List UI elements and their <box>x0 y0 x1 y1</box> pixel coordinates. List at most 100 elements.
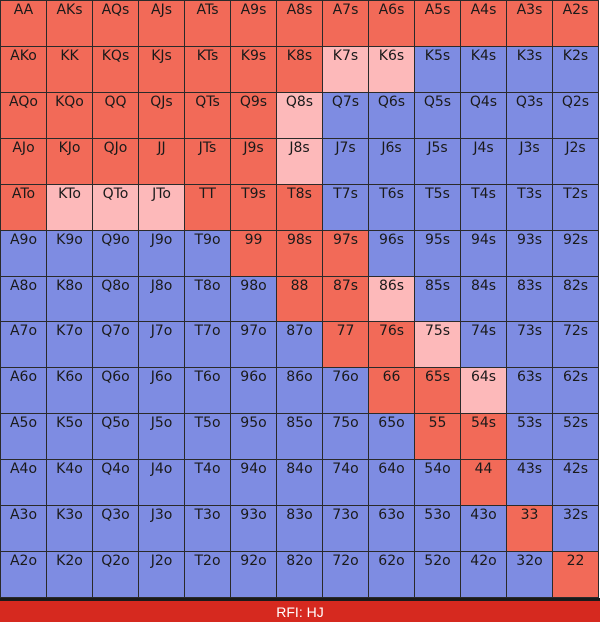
hand-cell[interactable]: 53o <box>415 506 461 553</box>
hand-cell[interactable]: 93s <box>507 230 553 277</box>
hand-cell[interactable]: K9o <box>47 230 93 277</box>
hand-cell[interactable]: JTs <box>185 138 231 185</box>
hand-cell[interactable]: 72o <box>323 552 369 598</box>
hand-cell[interactable]: 83o <box>277 506 323 553</box>
hand-cell[interactable]: 53s <box>507 414 553 461</box>
hand-cell[interactable]: T8o <box>185 276 231 323</box>
hand-cell[interactable]: K4s <box>461 46 507 93</box>
hand-cell[interactable]: 88 <box>277 276 323 323</box>
hand-cell[interactable]: 73s <box>507 322 553 369</box>
hand-cell[interactable]: Q7o <box>93 322 139 369</box>
hand-cell[interactable]: Q7s <box>323 92 369 139</box>
hand-cell[interactable]: A3s <box>507 1 553 47</box>
hand-cell[interactable]: J5o <box>139 414 185 461</box>
hand-cell[interactable]: A2o <box>1 552 47 598</box>
hand-cell[interactable]: J5s <box>415 138 461 185</box>
hand-cell[interactable]: 87s <box>323 276 369 323</box>
hand-cell[interactable]: J8o <box>139 276 185 323</box>
hand-cell[interactable]: K7s <box>323 46 369 93</box>
hand-cell[interactable]: J4s <box>461 138 507 185</box>
hand-cell[interactable]: 55 <box>415 414 461 461</box>
hand-cell[interactable]: T2s <box>553 184 599 231</box>
hand-cell[interactable]: K2o <box>47 552 93 598</box>
hand-cell[interactable]: 94o <box>231 460 277 507</box>
hand-cell[interactable]: Q2s <box>553 92 599 139</box>
hand-cell[interactable]: 42o <box>461 552 507 598</box>
hand-cell[interactable]: JJ <box>139 138 185 185</box>
hand-cell[interactable]: T9s <box>231 184 277 231</box>
hand-cell[interactable]: KTs <box>185 46 231 93</box>
hand-cell[interactable]: A7o <box>1 322 47 369</box>
hand-cell[interactable]: 98s <box>277 230 323 277</box>
hand-cell[interactable]: 92s <box>553 230 599 277</box>
hand-cell[interactable]: J2o <box>139 552 185 598</box>
hand-cell[interactable]: T7o <box>185 322 231 369</box>
hand-cell[interactable]: T4o <box>185 460 231 507</box>
hand-cell[interactable]: ATo <box>1 184 47 231</box>
hand-cell[interactable]: A5s <box>415 1 461 47</box>
hand-cell[interactable]: Q6o <box>93 368 139 415</box>
hand-cell[interactable]: T3o <box>185 506 231 553</box>
hand-cell[interactable]: KQs <box>93 46 139 93</box>
hand-cell[interactable]: A4o <box>1 460 47 507</box>
hand-cell[interactable]: Q3s <box>507 92 553 139</box>
hand-cell[interactable]: 87o <box>277 322 323 369</box>
hand-cell[interactable]: 62o <box>369 552 415 598</box>
hand-cell[interactable]: Q9s <box>231 92 277 139</box>
hand-cell[interactable]: J9o <box>139 230 185 277</box>
hand-cell[interactable]: J3o <box>139 506 185 553</box>
hand-cell[interactable]: T3s <box>507 184 553 231</box>
hand-cell[interactable]: Q6s <box>369 92 415 139</box>
hand-cell[interactable]: AJs <box>139 1 185 47</box>
hand-cell[interactable]: T6o <box>185 368 231 415</box>
hand-cell[interactable]: AKo <box>1 46 47 93</box>
hand-cell[interactable]: J8s <box>277 138 323 185</box>
hand-cell[interactable]: 63s <box>507 368 553 415</box>
hand-cell[interactable]: 52o <box>415 552 461 598</box>
hand-cell[interactable]: 63o <box>369 506 415 553</box>
hand-cell[interactable]: AQo <box>1 92 47 139</box>
hand-cell[interactable]: K3s <box>507 46 553 93</box>
hand-cell[interactable]: 97s <box>323 230 369 277</box>
hand-cell[interactable]: K8o <box>47 276 93 323</box>
hand-cell[interactable]: A6s <box>369 1 415 47</box>
hand-cell[interactable]: Q4s <box>461 92 507 139</box>
hand-cell[interactable]: 72s <box>553 322 599 369</box>
hand-cell[interactable]: 22 <box>553 552 599 598</box>
hand-cell[interactable]: 42s <box>553 460 599 507</box>
hand-cell[interactable]: K2s <box>553 46 599 93</box>
hand-cell[interactable]: A8o <box>1 276 47 323</box>
hand-cell[interactable]: 44 <box>461 460 507 507</box>
hand-cell[interactable]: T5o <box>185 414 231 461</box>
hand-cell[interactable]: AA <box>1 1 47 47</box>
hand-cell[interactable]: T2o <box>185 552 231 598</box>
hand-cell[interactable]: T6s <box>369 184 415 231</box>
hand-cell[interactable]: 64s <box>461 368 507 415</box>
hand-cell[interactable]: TT <box>185 184 231 231</box>
hand-cell[interactable]: 43o <box>461 506 507 553</box>
hand-cell[interactable]: J6o <box>139 368 185 415</box>
hand-cell[interactable]: 75o <box>323 414 369 461</box>
hand-cell[interactable]: K5s <box>415 46 461 93</box>
hand-cell[interactable]: 94s <box>461 230 507 277</box>
hand-cell[interactable]: A9s <box>231 1 277 47</box>
hand-cell[interactable]: K3o <box>47 506 93 553</box>
hand-cell[interactable]: K6s <box>369 46 415 93</box>
hand-cell[interactable]: K7o <box>47 322 93 369</box>
hand-cell[interactable]: 82s <box>553 276 599 323</box>
hand-cell[interactable]: 74o <box>323 460 369 507</box>
hand-cell[interactable]: Q5s <box>415 92 461 139</box>
hand-cell[interactable]: K9s <box>231 46 277 93</box>
hand-cell[interactable]: K8s <box>277 46 323 93</box>
hand-cell[interactable]: AQs <box>93 1 139 47</box>
hand-cell[interactable]: A5o <box>1 414 47 461</box>
hand-cell[interactable]: Q5o <box>93 414 139 461</box>
hand-cell[interactable]: 82o <box>277 552 323 598</box>
hand-cell[interactable]: QTo <box>93 184 139 231</box>
hand-cell[interactable]: KTo <box>47 184 93 231</box>
hand-cell[interactable]: A2s <box>553 1 599 47</box>
hand-cell[interactable]: 83s <box>507 276 553 323</box>
hand-cell[interactable]: K5o <box>47 414 93 461</box>
hand-cell[interactable]: QTs <box>185 92 231 139</box>
hand-cell[interactable]: QQ <box>93 92 139 139</box>
